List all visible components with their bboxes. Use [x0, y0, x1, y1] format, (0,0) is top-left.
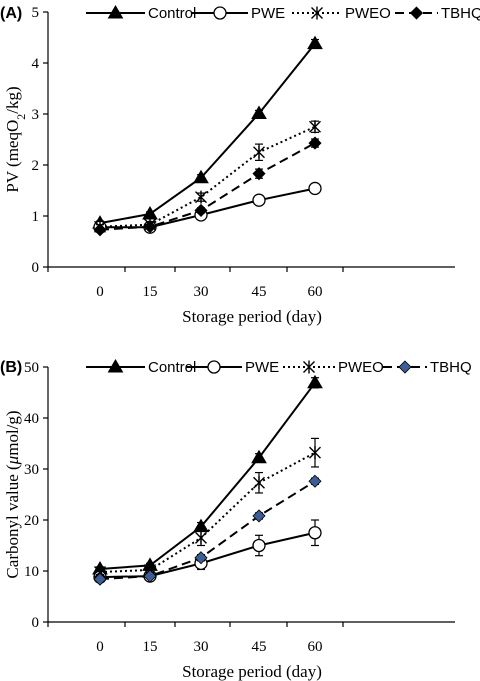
y-tick-label: 20	[24, 513, 39, 529]
x-tick-label: 45	[252, 639, 267, 655]
data-point	[251, 105, 267, 119]
y-tick-label: 0	[32, 260, 40, 276]
x-axis-title: Storage period (day)	[182, 307, 322, 326]
legend-label: TBHQ	[430, 359, 472, 376]
x-tick-label: 60	[308, 639, 323, 655]
series-line	[99, 531, 316, 579]
legend-item-pwe: PWE	[192, 5, 285, 22]
x-tick-label: 15	[143, 639, 158, 655]
data-point	[309, 120, 321, 134]
legend-marker	[398, 360, 412, 374]
data-point	[309, 446, 321, 460]
data-point	[93, 572, 107, 586]
series-line	[100, 187, 316, 229]
data-point	[252, 538, 266, 553]
x-tick-label: 0	[96, 639, 104, 655]
y-tick-label: 10	[24, 564, 39, 580]
x-tick-label: 45	[252, 284, 267, 300]
data-point	[143, 569, 157, 583]
data-point	[142, 205, 158, 220]
legend-label: PWEO	[338, 359, 384, 376]
legend-item-pweo: PWEO	[283, 359, 384, 376]
data-point	[143, 220, 157, 234]
data-point	[251, 449, 267, 464]
series-pwe	[93, 181, 322, 234]
chart-panel-b: (B) 0 10 20 30 40 50 0 15 30 45 60 Storage period (d…	[0, 359, 472, 681]
legend-item-control: Control	[86, 359, 196, 376]
data-point	[252, 193, 266, 207]
series-tbhq	[93, 136, 322, 237]
legend-label: PWE	[251, 5, 285, 22]
series-pweo	[94, 437, 321, 579]
legend-label: PWEO	[345, 5, 391, 22]
data-point	[193, 169, 209, 184]
x-tick-label: 0	[96, 284, 104, 300]
series-tbhq	[93, 474, 322, 586]
y-tick-label: 2	[32, 158, 40, 174]
legend-marker	[213, 6, 227, 20]
legend-marker	[107, 359, 124, 373]
legend-marker	[303, 360, 315, 374]
series-line	[99, 451, 316, 574]
x-tick-label: 15	[143, 284, 158, 300]
y-tick-label: 1	[32, 209, 40, 225]
x-tick-label: 60	[308, 284, 323, 300]
panel-label: (B)	[0, 359, 22, 376]
legend-marker	[107, 5, 124, 19]
legend-item-tbhq: TBHQ	[383, 359, 472, 376]
data-point	[195, 531, 207, 545]
x-axis-title: Storage period (day)	[182, 662, 322, 681]
y-axis-title: Carbonyl value (μmol/g)	[3, 410, 22, 578]
data-point	[252, 509, 266, 523]
legend-item-pweo: PWEO	[292, 5, 391, 22]
series-control	[92, 35, 323, 229]
y-tick-label: 40	[24, 411, 39, 427]
legend-item-control: Control	[86, 5, 196, 22]
data-point	[307, 35, 323, 50]
data-point	[308, 526, 322, 540]
data-point	[308, 474, 322, 488]
x-tick-label: 30	[194, 284, 209, 300]
legend-marker	[311, 6, 323, 20]
y-tick-label: 5	[32, 5, 40, 21]
y-tick-label: 4	[32, 56, 40, 72]
legend-marker	[207, 360, 221, 374]
y-tick-label: 30	[24, 462, 39, 478]
y-tick-label: 0	[32, 615, 40, 631]
y-tick-label: 3	[32, 107, 40, 123]
data-point	[195, 190, 207, 204]
data-point	[194, 203, 208, 217]
series-line	[99, 125, 316, 228]
data-point	[93, 223, 107, 237]
x-tick-label: 30	[194, 639, 209, 655]
legend-item-tbhq: TBHQ	[395, 5, 480, 22]
legend-item-pwe: PWE	[186, 359, 279, 376]
legend-label: Control	[148, 5, 196, 22]
series-pwe	[93, 519, 322, 584]
data-point	[194, 551, 208, 565]
data-point	[253, 145, 265, 159]
legend-marker	[409, 6, 424, 20]
data-point	[308, 181, 322, 196]
series-control	[92, 374, 323, 575]
y-axis-title: PV (meqO2/kg)	[3, 86, 28, 192]
legend-label: PWE	[245, 359, 279, 376]
panel-label: (A)	[0, 5, 22, 22]
data-point	[252, 167, 266, 181]
y-tick-label: 50	[24, 360, 39, 376]
legend-label: Control	[148, 359, 196, 376]
data-point	[307, 374, 323, 389]
data-point	[308, 136, 322, 150]
legend-label: TBHQ	[441, 5, 480, 22]
data-point	[253, 476, 265, 490]
